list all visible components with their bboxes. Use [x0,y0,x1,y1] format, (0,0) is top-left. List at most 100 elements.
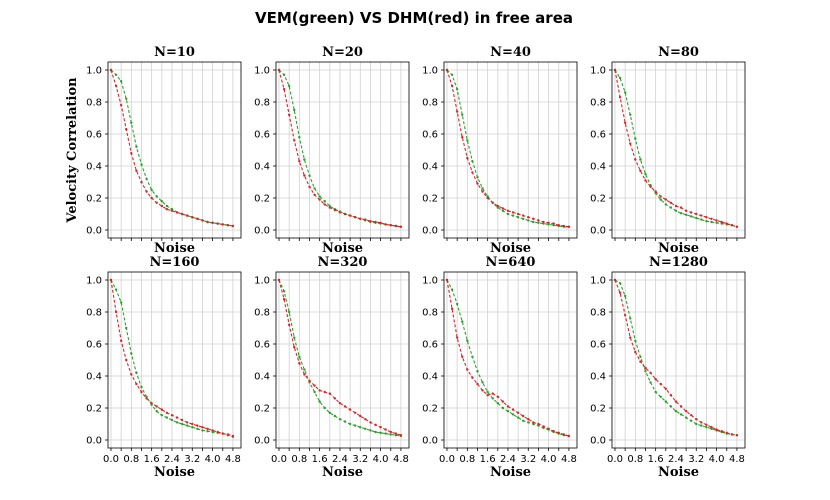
data-point-vem [684,213,688,216]
data-point-vem [303,158,306,161]
data-point-dhm [165,208,169,211]
data-point-dhm [730,433,734,436]
data-point-dhm [389,224,392,227]
data-point-dhm [481,389,484,392]
data-point-dhm [552,222,555,225]
data-point-dhm [308,185,311,188]
data-point-dhm [664,198,667,201]
data-point-dhm [466,156,469,160]
data-point-dhm [119,104,123,107]
data-point-dhm [522,214,525,217]
data-point-dhm [623,314,627,317]
data-point-dhm [730,224,734,227]
data-point-vem [639,158,642,161]
data-point-vem [654,390,657,394]
data-point-dhm [384,223,387,226]
data-point-vem [150,188,153,192]
x-tick-label: 0.0 [607,454,623,465]
data-point-vem [476,176,479,179]
data-point-dhm [532,217,535,220]
y-tick-label: 0.4 [422,372,438,383]
data-point-dhm [369,220,372,223]
data-point-vem [522,419,525,422]
data-point-dhm [476,382,479,386]
data-point-dhm [511,408,515,411]
data-point-vem [125,326,128,330]
data-point-dhm [639,360,642,363]
data-point-dhm [725,431,728,434]
data-point-dhm [720,220,723,224]
data-point-dhm [705,216,708,219]
data-point-vem [496,402,499,405]
x-tick-label: 1.6 [312,454,328,465]
data-point-vem [516,216,520,219]
data-point-dhm [359,414,362,418]
data-point-dhm [659,382,662,386]
data-point-dhm [328,206,331,209]
data-point-dhm [690,211,693,214]
data-point-dhm [471,376,474,379]
data-point-dhm [338,211,342,214]
data-point-vem [130,352,133,355]
y-tick-label: 0.2 [86,194,102,205]
y-tick-label: 1.0 [590,66,606,77]
data-point-vem [298,136,301,139]
x-axis-label: Noise [490,241,531,256]
x-axis-label: Noise [322,241,363,256]
x-tick-label: 3.2 [352,454,368,465]
y-axis-label: Velocity Correlation [65,77,80,224]
y-tick-label: 0.2 [422,404,438,415]
data-point-dhm [567,225,571,228]
data-point-vem [639,355,642,358]
data-point-dhm [542,425,545,428]
y-tick-label: 0.4 [86,162,102,173]
x-axis-label: Noise [490,465,531,480]
data-point-vem [450,288,454,291]
x-tick-label: 3.2 [184,454,200,465]
y-tick-label: 0.6 [86,340,102,351]
data-point-vem [466,339,469,342]
data-point-dhm [394,432,398,435]
data-point-dhm [343,212,347,216]
subplot-7: 0.0 0.2 0.4 0.6 0.8 1.0 0.0 0.8 1.6 2.4 3.2 4.0 4.8 N… [422,255,578,480]
data-point-dhm [186,214,189,217]
data-point-dhm [634,350,637,354]
data-point-dhm [125,358,128,362]
data-point-dhm [130,373,133,376]
data-point-dhm [527,216,530,219]
data-point-dhm [231,224,235,228]
plot-frame [611,61,746,239]
subplot-title: N=160 [150,255,200,270]
data-point-vem [196,427,199,430]
data-point-dhm [547,221,550,224]
y-tick-label: 0.8 [590,98,606,109]
data-point-vem [160,200,163,203]
plot-frame [107,271,242,449]
panels-group: 0.00.20.40.60.81.0NoiseN=100.00.20.40.60… [86,45,746,480]
data-point-dhm [170,414,174,417]
data-point-vem [186,424,189,427]
data-point-vem [629,317,632,320]
y-tick-label: 0.4 [254,372,270,383]
data-point-vem [389,433,392,436]
data-point-dhm [557,224,560,227]
data-point-vem [282,290,286,293]
data-point-dhm [562,433,566,436]
plot-frame [443,61,578,239]
data-point-vem [537,221,540,224]
data-point-vem [354,424,357,427]
data-point-dhm [216,222,219,225]
subplot-2: 0.0 0.2 0.4 0.6 0.8 1.0 Noise N=20 [254,45,410,256]
x-axis-label: Noise [154,241,195,256]
x-tick-label: 0.0 [271,454,287,465]
data-point-dhm [486,394,489,397]
data-point-vem [170,418,174,422]
data-point-dhm [150,402,153,405]
subplot-3: 0.0 0.2 0.4 0.6 0.8 1.0 Noise N=40 [422,45,578,256]
data-point-dhm [547,427,550,430]
data-point-dhm [354,411,357,414]
data-point-dhm [501,400,505,403]
y-tick-label: 0.0 [422,436,438,447]
data-point-dhm [308,379,311,382]
data-point-dhm [140,180,143,184]
